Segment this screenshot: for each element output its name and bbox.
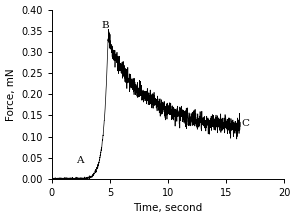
Text: B: B [102,21,109,30]
X-axis label: Time, second: Time, second [133,203,203,214]
Text: A: A [76,156,84,165]
Text: C: C [241,119,249,128]
Y-axis label: Force, mN: Force, mN [6,68,16,120]
